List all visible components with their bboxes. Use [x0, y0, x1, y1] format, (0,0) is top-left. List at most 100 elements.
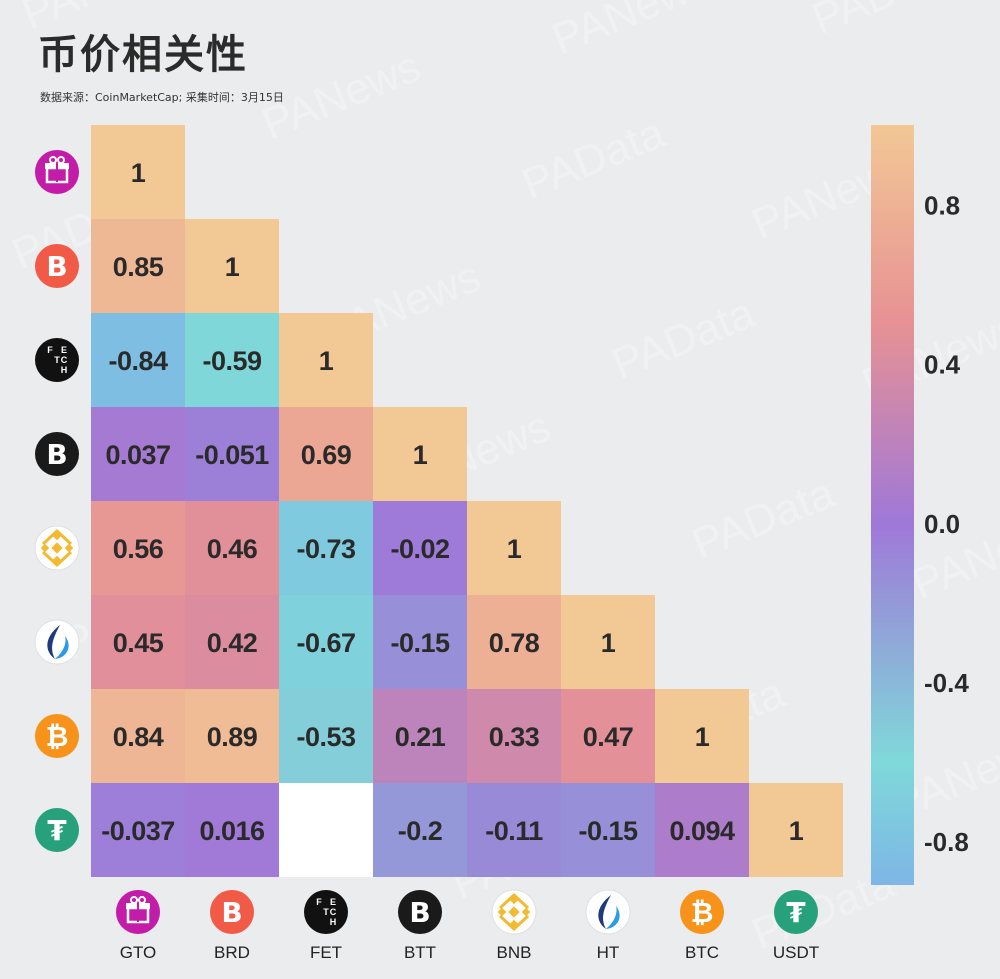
heatmap-cell	[185, 783, 279, 877]
svg-text:₿: ₿	[46, 720, 69, 753]
btt-icon: B	[35, 432, 79, 476]
heatmap-cell	[91, 783, 185, 877]
heatmap-cell-value: 1	[695, 722, 710, 752]
heatmap-cell	[185, 313, 279, 407]
svg-text:F: F	[47, 345, 53, 355]
heatmap-cell-value: 0.46	[207, 534, 258, 564]
btt-icon: B	[398, 890, 442, 934]
heatmap-cell-value: -0.15	[578, 816, 638, 846]
heatmap-cell	[279, 501, 373, 595]
watermark-text: PANews	[15, 0, 187, 39]
svg-text:T: T	[323, 907, 329, 917]
fet-icon: F ET CH	[304, 890, 348, 934]
heatmap-cell-value: 0.56	[113, 534, 164, 564]
heatmap-cell	[467, 689, 561, 783]
heatmap-cell-value: -0.73	[296, 534, 356, 564]
svg-text:B: B	[221, 896, 242, 929]
heatmap-cell	[91, 689, 185, 783]
column-label: BNB	[497, 943, 532, 962]
heatmap-cell-value: 0.016	[199, 816, 265, 846]
colorbar-tick-label: 0.8	[924, 191, 960, 221]
heatmap-cell	[279, 313, 373, 407]
heatmap-cell-value: 0.037	[105, 440, 170, 470]
heatmap-cell-value: -0.15	[390, 628, 450, 658]
heatmap-cell	[749, 783, 843, 877]
heatmap-cell	[185, 219, 279, 313]
heatmap-cell-value: 0.84	[113, 722, 164, 752]
heatmap-cell-value: 0.42	[207, 628, 258, 658]
watermark-text: PAData	[605, 288, 761, 389]
heatmap-cell-value: 0.69	[301, 440, 352, 470]
gto-icon	[116, 890, 160, 934]
svg-text:B: B	[46, 250, 67, 283]
svg-text:C: C	[330, 907, 337, 917]
heatmap-cell	[91, 501, 185, 595]
heatmap-cell	[185, 689, 279, 783]
heatmap-cell-value: 0.85	[113, 252, 164, 282]
heatmap-cell	[561, 783, 655, 877]
column-label: BTC	[685, 943, 719, 962]
column-label: BRD	[214, 943, 250, 962]
heatmap-cell-value: 0.89	[207, 722, 258, 752]
column-label: USDT	[773, 943, 819, 962]
heatmap-cell-value: -0.59	[202, 346, 262, 376]
bnb-icon	[34, 525, 80, 571]
bnb-icon	[491, 889, 537, 935]
heatmap-cell-value: 1	[507, 534, 522, 564]
heatmap-cell-value: -0.051	[195, 440, 269, 470]
heatmap-cell	[467, 595, 561, 689]
heatmap-cell	[467, 501, 561, 595]
heatmap-cell-value: 1	[225, 252, 240, 282]
heatmap-cell	[91, 407, 185, 501]
colorbar-tick-label: -0.8	[924, 827, 969, 857]
heatmap-cell	[91, 219, 185, 313]
heatmap-cell-value: 0.094	[669, 816, 735, 846]
colorbar-tick-label: 0.4	[924, 350, 961, 380]
heatmap-cell-value: -0.84	[108, 346, 168, 376]
heatmap-cell-value: 0.21	[395, 722, 446, 752]
heatmap-cell	[279, 407, 373, 501]
colorbar-tick-label: 0.0	[924, 509, 960, 539]
heatmap-cell-value: 1	[789, 816, 804, 846]
heatmap-cell-value: 0.33	[489, 722, 540, 752]
heatmap-cell	[185, 407, 279, 501]
heatmap-cell	[373, 689, 467, 783]
usdt-icon: ₮	[774, 890, 818, 934]
svg-text:₿: ₿	[691, 896, 714, 929]
colorbar: 0.8 0.4 0.0 -0.4 -0.8	[871, 125, 969, 885]
heatmap-cell	[185, 595, 279, 689]
heatmap-cell	[91, 125, 185, 219]
btc-icon: ₿	[680, 890, 724, 934]
svg-text:H: H	[330, 917, 337, 927]
row-icons: B F ET CH B ₿ ₮	[34, 150, 80, 852]
svg-text:₮: ₮	[47, 814, 67, 847]
heatmap-cell-value: 1	[413, 440, 428, 470]
column-label: BTT	[404, 943, 436, 962]
heatmap-cell	[91, 313, 185, 407]
chart-title: 币价相关性	[38, 32, 248, 78]
heatmap-cell-value: -0.11	[485, 816, 543, 846]
heatmap-cell-value: -0.02	[390, 534, 449, 564]
heatmap-cell	[373, 407, 467, 501]
watermark-text: PANews	[545, 0, 717, 64]
svg-text:B: B	[46, 438, 67, 471]
svg-text:C: C	[61, 355, 68, 365]
watermark-text: PANews	[255, 42, 427, 149]
heatmap-cell	[373, 501, 467, 595]
fet-icon: F ET CH	[35, 338, 79, 382]
heatmap-cell	[373, 595, 467, 689]
heatmap-cell	[91, 595, 185, 689]
watermark-text: PAData	[805, 0, 961, 44]
usdt-icon: ₮	[35, 808, 79, 852]
heatmap-cell	[467, 783, 561, 877]
heatmap-cell-value: 0.47	[583, 722, 634, 752]
ht-icon	[34, 619, 80, 665]
heatmap-cell-value: 1	[131, 158, 146, 188]
heatmap-cell-empty	[279, 783, 373, 877]
heatmap-cell	[561, 689, 655, 783]
svg-text:H: H	[61, 365, 68, 375]
heatmap-cell-value: 1	[601, 628, 616, 658]
svg-text:₮: ₮	[786, 896, 806, 929]
colorbar-tick-label: -0.4	[924, 668, 969, 698]
